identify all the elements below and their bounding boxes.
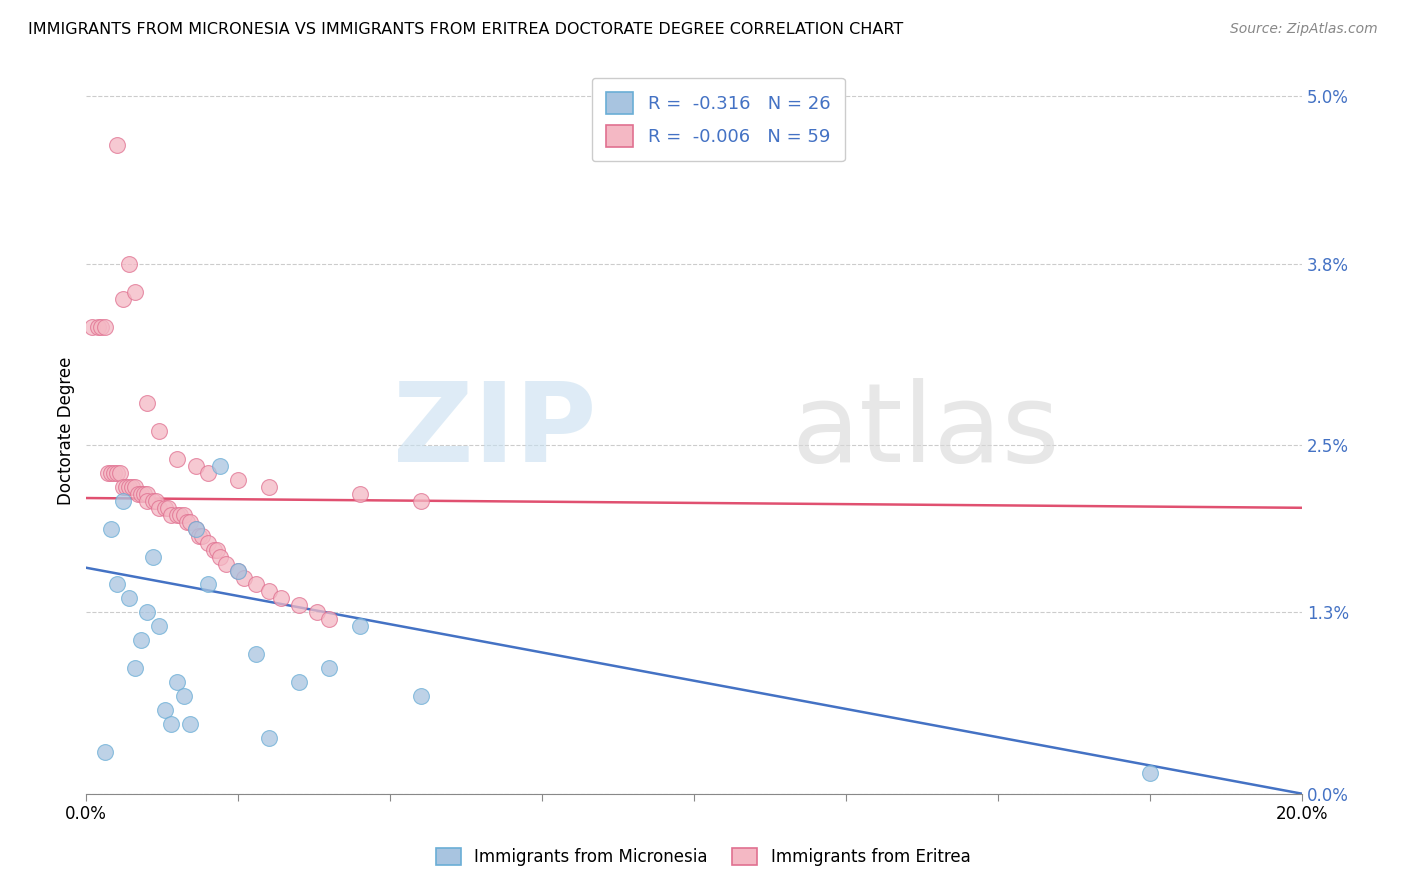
Point xyxy=(142,549,165,564)
Point xyxy=(155,500,177,515)
Legend: Immigrants from Micronesia, Immigrants from Eritrea: Immigrants from Micronesia, Immigrants f… xyxy=(427,840,979,875)
Point xyxy=(155,703,177,717)
Point xyxy=(208,549,231,564)
Point xyxy=(197,466,219,480)
Point xyxy=(118,257,141,271)
Point xyxy=(136,493,159,508)
Point xyxy=(82,319,104,334)
Point xyxy=(145,493,167,508)
Point xyxy=(93,319,115,334)
Point xyxy=(124,661,146,675)
Point xyxy=(176,515,198,529)
Point xyxy=(409,493,432,508)
Point xyxy=(270,591,292,606)
Point xyxy=(257,480,280,494)
Point xyxy=(179,515,201,529)
Point xyxy=(205,542,228,557)
Point xyxy=(191,529,214,543)
Point xyxy=(129,633,152,648)
Text: atlas: atlas xyxy=(792,377,1060,484)
Point xyxy=(202,542,225,557)
Point xyxy=(197,535,219,549)
Point xyxy=(166,508,188,522)
Point xyxy=(105,466,128,480)
Point xyxy=(184,522,207,536)
Point xyxy=(184,458,207,473)
Point xyxy=(111,480,134,494)
Point xyxy=(129,487,152,501)
Point xyxy=(100,466,122,480)
Point xyxy=(409,689,432,703)
Point xyxy=(100,522,122,536)
Point xyxy=(166,452,188,467)
Point xyxy=(148,424,170,438)
Point xyxy=(127,487,149,501)
Point xyxy=(90,319,112,334)
Point xyxy=(226,564,249,578)
Point xyxy=(148,619,170,633)
Point xyxy=(187,529,209,543)
Point xyxy=(173,508,195,522)
Point xyxy=(111,292,134,306)
Point xyxy=(132,487,155,501)
Point xyxy=(136,396,159,410)
Point xyxy=(1139,765,1161,780)
Point xyxy=(318,661,340,675)
Legend: R =  -0.316   N = 26, R =  -0.006   N = 59: R = -0.316 N = 26, R = -0.006 N = 59 xyxy=(592,78,845,161)
Point xyxy=(245,577,267,591)
Point xyxy=(179,717,201,731)
Point xyxy=(173,689,195,703)
Point xyxy=(111,493,134,508)
Point xyxy=(226,473,249,487)
Point xyxy=(136,606,159,620)
Point xyxy=(148,500,170,515)
Point xyxy=(349,619,371,633)
Point xyxy=(97,466,120,480)
Point xyxy=(118,591,141,606)
Point xyxy=(288,599,311,613)
Point xyxy=(160,717,183,731)
Point xyxy=(121,480,143,494)
Point xyxy=(103,466,125,480)
Point xyxy=(349,487,371,501)
Point xyxy=(166,675,188,690)
Point xyxy=(197,577,219,591)
Point xyxy=(124,285,146,299)
Point xyxy=(87,319,110,334)
Point xyxy=(114,480,136,494)
Point xyxy=(215,557,238,571)
Point xyxy=(169,508,191,522)
Point xyxy=(157,500,180,515)
Text: Source: ZipAtlas.com: Source: ZipAtlas.com xyxy=(1230,22,1378,37)
Point xyxy=(233,570,256,584)
Point xyxy=(160,508,183,522)
Text: ZIP: ZIP xyxy=(394,377,596,484)
Point xyxy=(93,745,115,759)
Point xyxy=(307,606,329,620)
Y-axis label: Doctorate Degree: Doctorate Degree xyxy=(58,357,75,505)
Point xyxy=(245,647,267,661)
Point xyxy=(118,480,141,494)
Point xyxy=(257,731,280,745)
Point xyxy=(257,584,280,599)
Point xyxy=(105,577,128,591)
Point xyxy=(184,522,207,536)
Point xyxy=(124,480,146,494)
Point xyxy=(136,487,159,501)
Text: IMMIGRANTS FROM MICRONESIA VS IMMIGRANTS FROM ERITREA DOCTORATE DEGREE CORRELATI: IMMIGRANTS FROM MICRONESIA VS IMMIGRANTS… xyxy=(28,22,904,37)
Point xyxy=(288,675,311,690)
Point xyxy=(142,493,165,508)
Point xyxy=(105,138,128,153)
Point xyxy=(226,564,249,578)
Point xyxy=(318,612,340,626)
Point xyxy=(208,458,231,473)
Point xyxy=(108,466,131,480)
